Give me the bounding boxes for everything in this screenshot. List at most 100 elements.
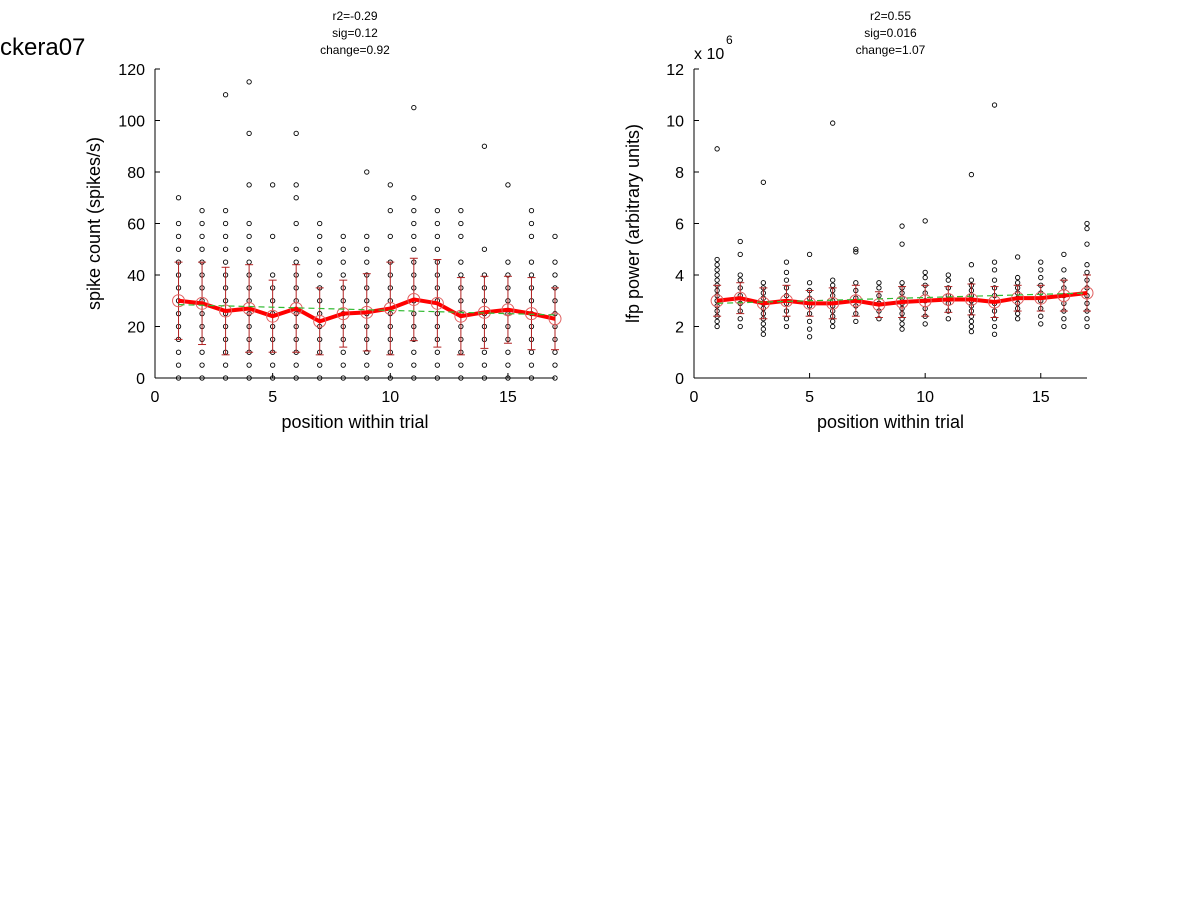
data-point xyxy=(505,259,511,265)
data-point xyxy=(922,269,928,276)
data-point xyxy=(175,375,182,381)
x-tick-label: 5 xyxy=(805,389,814,406)
data-point xyxy=(1014,254,1021,260)
data-point xyxy=(1038,313,1044,319)
mean-marker xyxy=(548,312,562,326)
data-point xyxy=(1061,316,1067,322)
data-point xyxy=(737,277,743,283)
data-point xyxy=(945,272,951,278)
data-point xyxy=(175,349,182,355)
data-point xyxy=(458,259,464,265)
data-point xyxy=(552,233,558,240)
mean-marker xyxy=(1011,291,1025,305)
mean-marker xyxy=(895,295,909,309)
mean-marker xyxy=(756,296,770,310)
data-point xyxy=(411,362,417,368)
data-point xyxy=(458,362,464,368)
data-point xyxy=(830,120,836,126)
x-axis-label: position within trial xyxy=(817,412,964,432)
data-point xyxy=(1038,259,1044,265)
data-point xyxy=(387,233,393,240)
data-point xyxy=(340,362,346,368)
data-point xyxy=(317,246,323,252)
data-point xyxy=(411,233,417,240)
data-point xyxy=(783,323,790,330)
data-point xyxy=(830,277,836,283)
data-point xyxy=(1061,251,1067,258)
data-point xyxy=(806,334,813,340)
data-point xyxy=(199,375,205,381)
data-point xyxy=(293,375,299,381)
data-point xyxy=(340,349,346,355)
data-point xyxy=(246,259,252,265)
stat-line: r2=-0.29 xyxy=(332,9,377,23)
mean-marker xyxy=(454,309,468,323)
data-point xyxy=(317,362,323,368)
data-point xyxy=(269,362,276,368)
data-point xyxy=(945,277,951,283)
mean-marker xyxy=(941,292,955,306)
mean-marker xyxy=(336,307,350,321)
y-tick-label: 8 xyxy=(675,165,684,182)
y-tick-label: 6 xyxy=(675,217,684,234)
x-tick-label: 15 xyxy=(499,389,517,406)
mean-marker xyxy=(826,296,840,310)
data-point xyxy=(1084,220,1090,227)
data-point xyxy=(364,375,370,381)
y-tick-label: 80 xyxy=(127,165,145,182)
data-point xyxy=(269,233,276,240)
data-point xyxy=(806,326,813,332)
data-point xyxy=(1084,241,1090,247)
data-point xyxy=(1014,316,1021,322)
data-point xyxy=(528,233,535,240)
data-point xyxy=(293,246,299,252)
data-point xyxy=(387,375,393,381)
data-point xyxy=(505,362,511,368)
data-point xyxy=(340,233,346,240)
data-point xyxy=(783,316,790,322)
data-point xyxy=(991,323,998,330)
x-tick-label: 0 xyxy=(151,389,160,406)
data-point xyxy=(222,207,229,214)
y-tick-label: 4 xyxy=(675,268,684,285)
spike-count-panel: r2=-0.29 sig=0.12 change=0.92 0 5 10 15 0 20 40 60… xyxy=(84,9,562,432)
data-point xyxy=(340,272,346,278)
data-point xyxy=(1084,323,1090,330)
mean-markers xyxy=(172,292,562,328)
mean-marker xyxy=(360,305,374,319)
mean-marker xyxy=(1034,291,1048,305)
data-point xyxy=(411,349,417,355)
data-point xyxy=(760,280,767,286)
stat-line: change=1.07 xyxy=(856,43,926,57)
data-point xyxy=(222,220,229,227)
data-point xyxy=(246,233,252,240)
data-point xyxy=(293,195,299,201)
data-point xyxy=(737,238,743,245)
data-point xyxy=(505,375,511,381)
mean-marker xyxy=(313,314,327,328)
data-point xyxy=(458,233,464,240)
mean-marker xyxy=(195,296,209,310)
data-point xyxy=(222,259,229,265)
data-point xyxy=(434,375,441,381)
data-point xyxy=(434,246,441,252)
data-point xyxy=(552,259,558,265)
data-point xyxy=(246,182,252,188)
data-point xyxy=(968,171,975,178)
stat-line: sig=0.016 xyxy=(864,26,917,40)
data-point xyxy=(760,326,767,332)
data-point xyxy=(853,318,859,324)
data-point xyxy=(968,318,975,324)
data-point xyxy=(783,269,790,276)
data-point xyxy=(199,233,205,240)
data-point xyxy=(246,130,252,137)
data-point xyxy=(199,220,205,227)
data-point xyxy=(434,349,441,355)
data-point xyxy=(175,246,182,252)
data-point xyxy=(552,362,558,368)
data-point xyxy=(760,331,767,337)
mean-marker xyxy=(849,294,863,308)
data-point xyxy=(528,362,535,368)
mean-marker xyxy=(1057,289,1071,303)
data-point xyxy=(199,362,205,368)
